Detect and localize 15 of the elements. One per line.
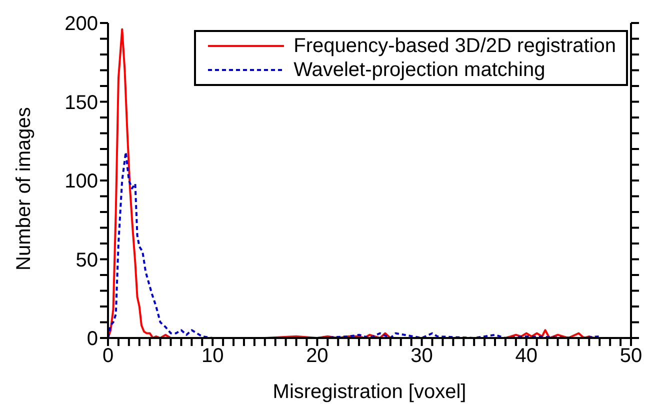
x-tick-label: 40 [515, 345, 538, 368]
x-tick-label: 10 [201, 345, 224, 368]
legend-label: Frequency-based 3D/2D registration [294, 34, 616, 58]
y-tick-label: 200 [64, 13, 98, 36]
x-tick-label: 50 [620, 345, 642, 368]
y-tick-label: 100 [64, 170, 98, 193]
x-tick-label: 0 [102, 345, 114, 368]
y-tick-label: 150 [64, 92, 98, 114]
y-tick-label: 50 [76, 249, 98, 272]
legend-label: Wavelet-projection matching [294, 58, 546, 82]
x-axis-title: Misregistration [voxel] [272, 381, 466, 403]
x-tick-label: 20 [306, 345, 328, 368]
x-tick-label: 30 [410, 345, 433, 368]
y-tick-label: 0 [86, 328, 98, 350]
y-axis-title: Number of images [13, 107, 36, 270]
